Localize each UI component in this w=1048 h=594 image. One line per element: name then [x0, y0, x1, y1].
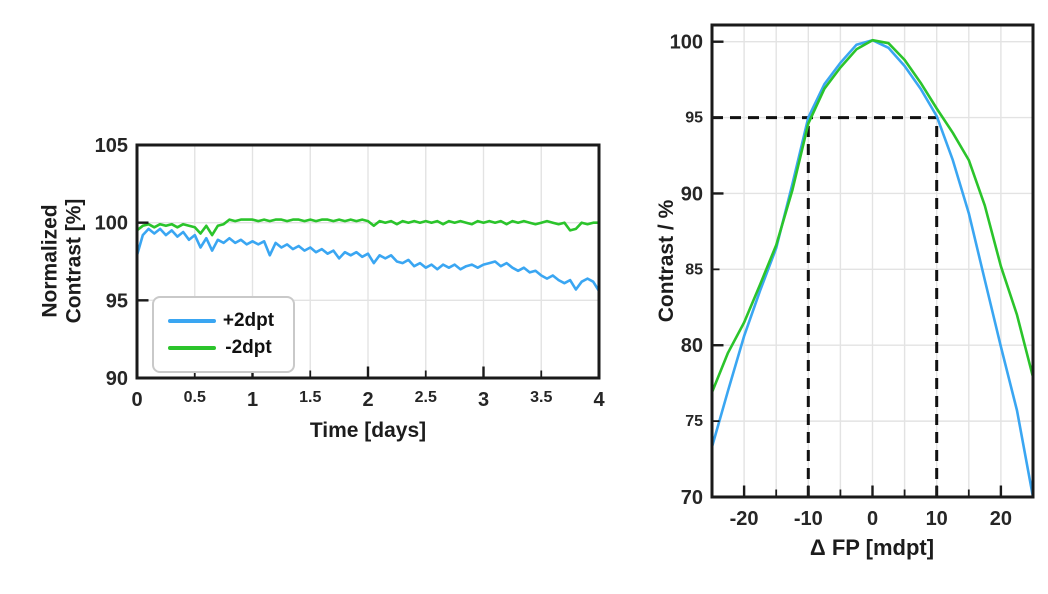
y-tick-label: 75	[685, 413, 703, 430]
legend: +2dpt -2dpt	[152, 296, 295, 373]
x-tick-label: 3.5	[530, 389, 552, 406]
x-tick-label: 0.5	[184, 389, 206, 406]
x-tick-label: 0	[867, 508, 878, 530]
x-tick-label: 20	[990, 508, 1012, 530]
legend-label: +2dpt	[222, 309, 275, 331]
right-x-axis-label: Δ FP [mdpt]	[809, 535, 935, 560]
y-tick-label: 80	[681, 335, 703, 357]
axes-spine	[135, 143, 601, 380]
right-chart: -20 -10 0 10 20 70 75 80 85 90 95 100	[670, 23, 1035, 530]
y-tick-label: 95	[106, 290, 128, 312]
legend-entry-plus2dpt: +2dpt	[168, 310, 281, 332]
x-tick-label: 3	[478, 389, 489, 411]
x-tick-label: 1.5	[299, 389, 321, 406]
y-tick-label: 90	[681, 183, 703, 205]
y-tick-label: 100	[95, 213, 128, 235]
left-x-axis-label: Time [days]	[309, 419, 427, 442]
series-line-+2dpt	[135, 227, 601, 293]
x-tick-label: 2.5	[415, 389, 437, 406]
series-line--2dpt	[710, 38, 1035, 394]
x-tick-label: -10	[794, 508, 823, 530]
left-chart: 0 0.5 1 1.5 2 2.5 3 3.5 4 90 95 100 105	[95, 135, 606, 411]
x-tick-label: 1	[247, 389, 258, 411]
axes-spine	[710, 23, 1035, 499]
y-tick-label: 95	[685, 110, 703, 127]
x-tick-label: 10	[926, 508, 948, 530]
legend-line-swatch-blue	[168, 318, 216, 323]
y-tick-label: 70	[681, 487, 703, 509]
x-tick-label: 4	[593, 389, 605, 411]
y-tick-label: 105	[95, 135, 128, 157]
y-tick-label: 85	[685, 261, 703, 278]
x-tick-label: -20	[730, 508, 759, 530]
legend-entry-minus2dpt: -2dpt	[168, 337, 281, 359]
legend-line-swatch-green	[168, 346, 216, 351]
y-tick-label: 100	[670, 32, 703, 54]
right-y-axis-label: Contrast / %	[655, 199, 679, 323]
left-y-axis-label: Normalized Contrast [%]	[38, 198, 85, 324]
x-tick-label: 0	[131, 389, 142, 411]
y-tick-label: 90	[106, 368, 128, 390]
x-tick-label: 2	[362, 389, 373, 411]
series-line--2dpt	[135, 218, 601, 237]
legend-label: -2dpt	[225, 337, 272, 359]
